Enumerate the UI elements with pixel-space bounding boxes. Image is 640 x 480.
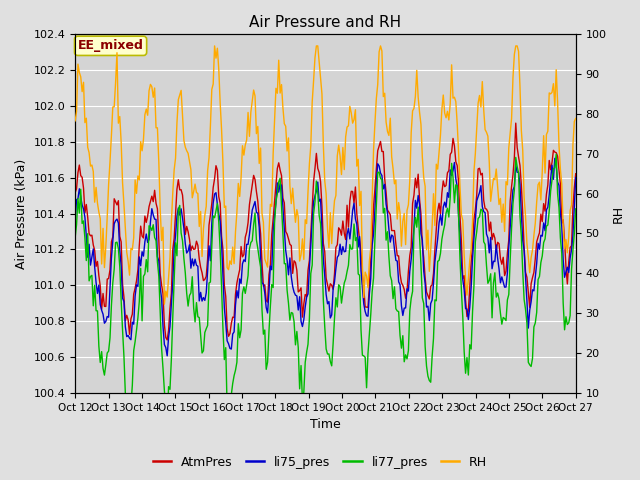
X-axis label: Time: Time <box>310 419 341 432</box>
Text: EE_mixed: EE_mixed <box>77 39 143 52</box>
Title: Air Pressure and RH: Air Pressure and RH <box>250 15 401 30</box>
Y-axis label: Air Pressure (kPa): Air Pressure (kPa) <box>15 158 28 269</box>
Y-axis label: RH: RH <box>612 204 625 223</box>
Legend: AtmPres, li75_pres, li77_pres, RH: AtmPres, li75_pres, li77_pres, RH <box>148 451 492 474</box>
